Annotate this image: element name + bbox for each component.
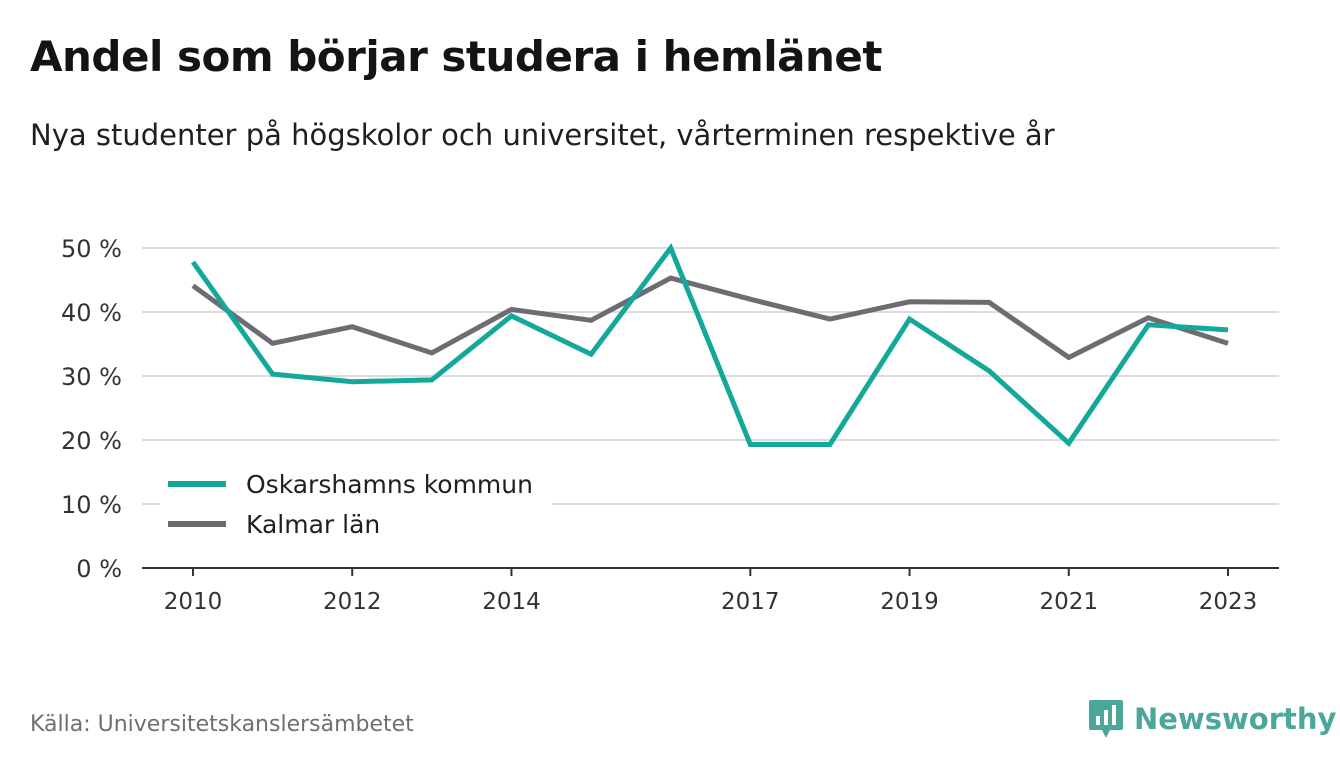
y-tick-label: 50 % <box>61 235 122 263</box>
legend-swatch-oskarshamn <box>168 481 226 487</box>
y-tick-label: 30 % <box>61 363 122 391</box>
x-tick-label: 2012 <box>323 589 382 615</box>
series-line-oskarshamn <box>190 242 1229 447</box>
series-line-kalmar <box>191 275 1229 361</box>
brand-name: Newsworthy <box>1134 702 1337 736</box>
y-tick-label: 10 % <box>61 491 122 519</box>
chart-legend: Oskarshamns kommun Kalmar län <box>160 462 552 548</box>
x-tick-label: 2017 <box>721 589 780 615</box>
legend-item-oskarshamn: Oskarshamns kommun <box>168 464 540 504</box>
x-tick-label: 2019 <box>880 589 939 615</box>
x-tick-label: 2014 <box>482 589 541 615</box>
chart-title: Andel som börjar studera i hemlänet <box>30 32 883 81</box>
x-tick-label: 2021 <box>1039 589 1098 615</box>
brand-logo[interactable]: Newsworthy <box>1088 698 1336 740</box>
chart-subtitle: Nya studenter på högskolor och universit… <box>30 118 1055 152</box>
y-tick-label: 0 % <box>76 555 122 583</box>
x-tick-label: 2023 <box>1199 589 1258 615</box>
legend-label-oskarshamn: Oskarshamns kommun <box>246 469 533 499</box>
x-tick-label: 2010 <box>164 589 223 615</box>
source-note: Källa: Universitetskanslersämbetet <box>30 712 414 737</box>
bar-chart-speech-bubble-icon <box>1089 700 1123 738</box>
y-tick-label: 20 % <box>61 427 122 455</box>
legend-swatch-kalmar <box>168 521 226 527</box>
legend-item-kalmar: Kalmar län <box>168 504 540 544</box>
y-tick-label: 40 % <box>61 299 122 327</box>
legend-label-kalmar: Kalmar län <box>246 509 381 539</box>
